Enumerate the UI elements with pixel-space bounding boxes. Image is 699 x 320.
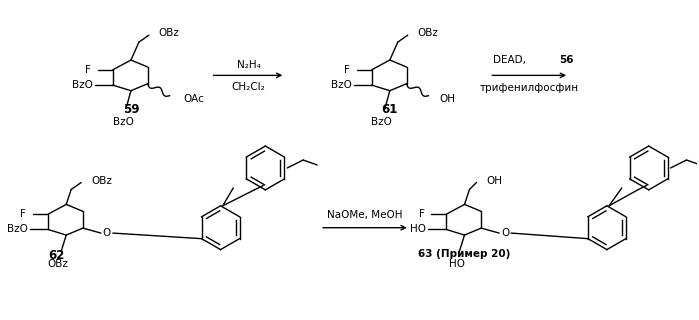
Text: BzO: BzO <box>7 225 28 235</box>
Text: F: F <box>85 65 91 75</box>
Text: трифенилфосфин: трифенилфосфин <box>480 83 579 93</box>
Text: BzO: BzO <box>371 116 392 127</box>
Text: O: O <box>103 228 111 238</box>
Text: OH: OH <box>487 175 503 186</box>
Text: HO: HO <box>449 259 465 269</box>
Text: OH: OH <box>440 94 456 104</box>
Text: HO: HO <box>410 225 426 235</box>
Text: DEAD,: DEAD, <box>493 55 529 65</box>
Text: F: F <box>20 209 26 219</box>
Text: BzO: BzO <box>72 80 93 90</box>
Text: OBz: OBz <box>48 259 69 269</box>
Text: 61: 61 <box>382 103 398 116</box>
Text: CH₂Cl₂: CH₂Cl₂ <box>231 82 266 92</box>
Text: 63 (Пример 20): 63 (Пример 20) <box>418 249 511 259</box>
Text: 59: 59 <box>123 103 139 116</box>
Text: F: F <box>344 65 350 75</box>
Text: F: F <box>419 209 424 219</box>
Text: 56: 56 <box>559 55 574 65</box>
Text: OBz: OBz <box>91 175 112 186</box>
Text: BzO: BzO <box>331 80 352 90</box>
Text: N₂H₄: N₂H₄ <box>236 60 261 70</box>
Text: OBz: OBz <box>418 28 438 38</box>
Text: OBz: OBz <box>159 28 180 38</box>
Text: BzO: BzO <box>113 116 134 127</box>
Text: NaOMe, MeOH: NaOMe, MeOH <box>327 210 403 220</box>
Text: O: O <box>501 228 510 238</box>
Text: 62: 62 <box>48 249 64 262</box>
Text: OAc: OAc <box>184 94 204 104</box>
